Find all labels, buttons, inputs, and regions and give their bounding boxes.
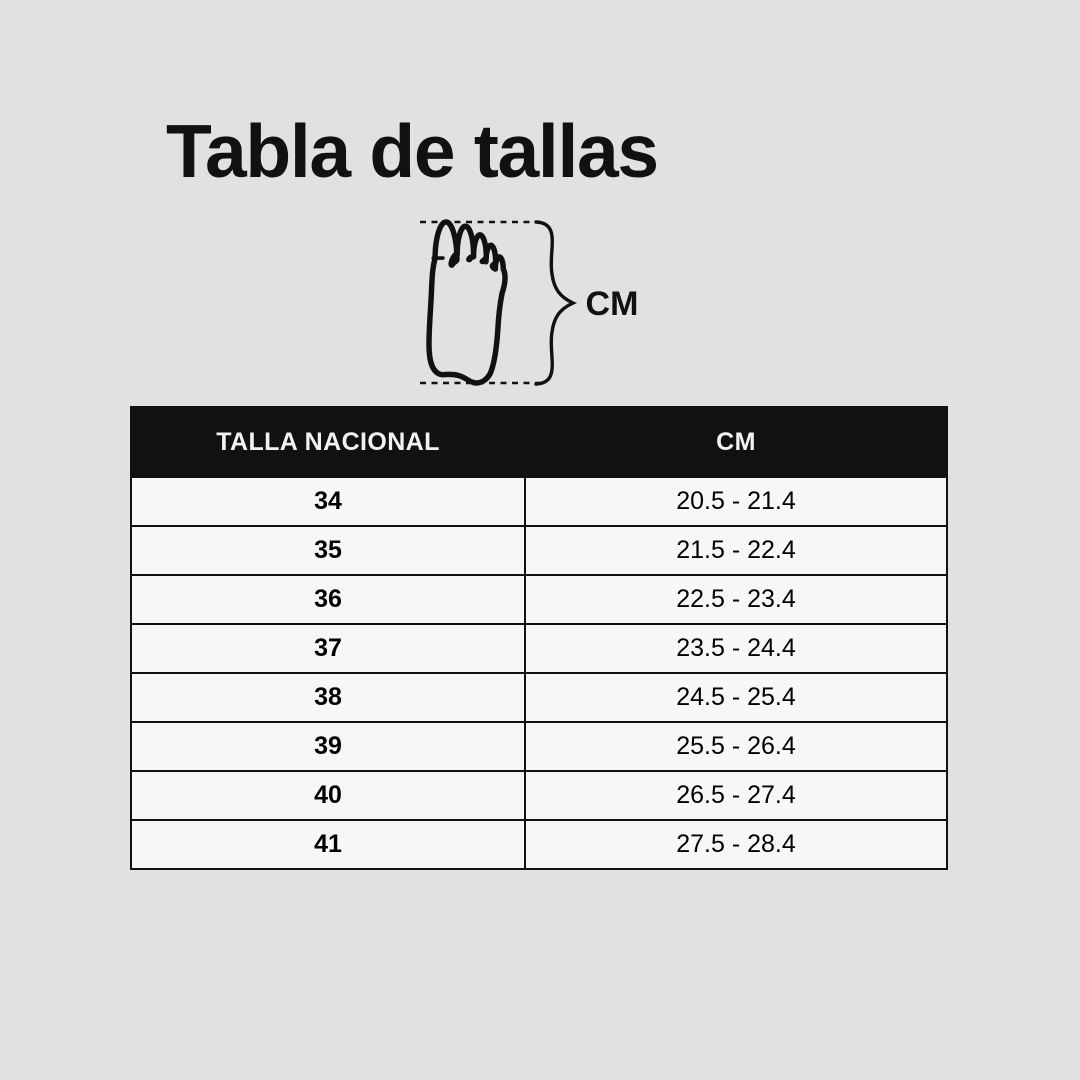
svg-text:CM: CM — [586, 285, 639, 323]
